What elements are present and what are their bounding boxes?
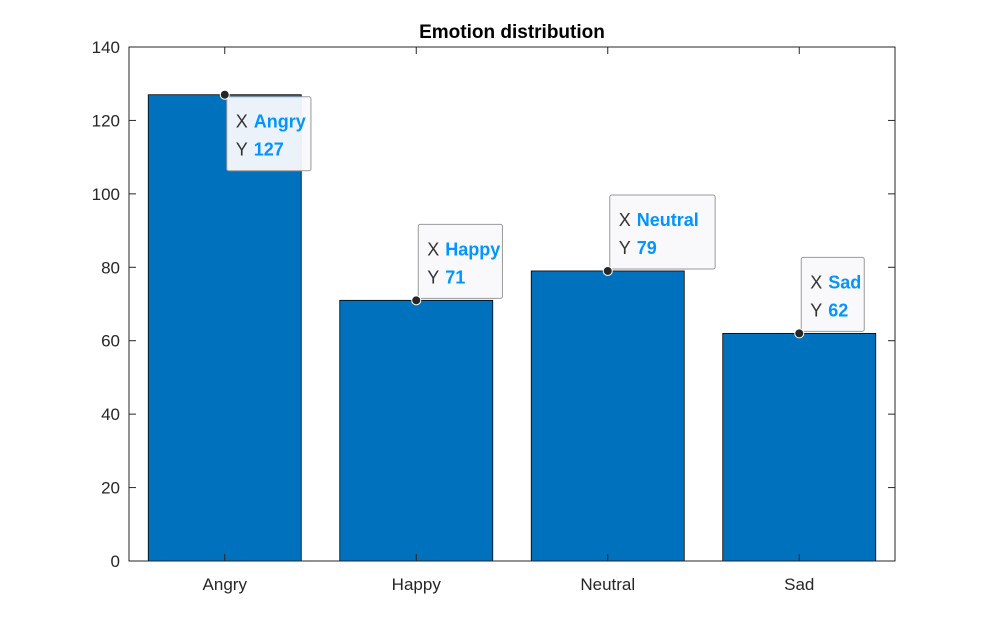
y-tick-label: 140 (92, 38, 120, 57)
datatip-x-key: X (810, 272, 822, 292)
datatip-angry[interactable]: X Angry Y 127 (219, 89, 312, 172)
datatip-x-row: X Neutral (619, 210, 699, 230)
datatip-x-value: Happy (445, 239, 500, 259)
y-tick-label: 100 (92, 185, 120, 204)
datatip-y-row: Y 79 (619, 238, 657, 258)
datatip-y-key: Y (810, 300, 822, 320)
datatips-layer: X Angry Y 127 X Happy Y 71 X Neutral Y 79 X Sad Y 62 (219, 89, 865, 339)
x-tick-label: Neutral (580, 575, 635, 594)
datatip-y-value: 127 (254, 140, 284, 160)
datatip-happy[interactable]: X Happy Y 71 (411, 223, 503, 306)
axes-layer: 0 20 40 60 80 100 120 140 Angry Happy Neutral Sad (92, 38, 896, 594)
datatip-y-row: Y 127 (236, 140, 284, 160)
datatip-x-value: Sad (828, 272, 861, 292)
datatip-x-row: X Sad (810, 272, 861, 292)
datatip-box (800, 256, 865, 332)
datatip-x-value: Angry (254, 112, 306, 132)
datatip-y-value: 79 (637, 238, 657, 258)
datatip-y-key: Y (236, 140, 248, 160)
datatip-y-row: Y 71 (427, 267, 465, 287)
y-tick-label: 20 (101, 479, 120, 498)
datatip-x-row: X Angry (236, 112, 306, 132)
axes-box (128, 46, 896, 562)
datatip-y-value: 71 (445, 267, 465, 287)
y-tick-label: 0 (111, 552, 120, 571)
datatip-y-value: 62 (828, 300, 848, 320)
bar-happy[interactable] (339, 299, 494, 562)
datatip-sad[interactable]: X Sad Y 62 (794, 256, 865, 339)
datatip-box (609, 194, 716, 270)
datatip-x-row: X Happy (427, 239, 500, 259)
bar-angry[interactable] (147, 94, 302, 562)
datatip-marker[interactable] (411, 295, 422, 306)
datatip-box (226, 96, 312, 172)
datatip-marker[interactable] (219, 89, 230, 100)
chart-title: Emotion distribution (419, 22, 605, 43)
datatip-y-row: Y 62 (810, 300, 848, 320)
bars-layer (147, 94, 877, 562)
datatip-marker[interactable] (794, 328, 805, 339)
y-tick-label: 120 (92, 111, 120, 130)
datatip-x-key: X (236, 112, 248, 132)
datatip-x-key: X (619, 210, 631, 230)
y-tick-label: 40 (101, 405, 120, 424)
datatip-neutral[interactable]: X Neutral Y 79 (602, 194, 716, 276)
datatip-y-key: Y (427, 267, 439, 287)
x-tick-label: Angry (203, 575, 248, 594)
datatip-box (417, 223, 503, 299)
datatip-marker[interactable] (602, 265, 613, 276)
x-tick-label: Happy (392, 575, 442, 594)
datatip-y-key: Y (619, 238, 631, 258)
datatip-x-key: X (427, 239, 439, 259)
bar-sad[interactable] (722, 332, 877, 562)
x-tick-label: Sad (784, 575, 814, 594)
y-tick-label: 60 (101, 332, 120, 351)
bar-neutral[interactable] (530, 270, 685, 562)
y-tick-label: 80 (101, 258, 120, 277)
datatip-x-value: Neutral (637, 210, 699, 230)
